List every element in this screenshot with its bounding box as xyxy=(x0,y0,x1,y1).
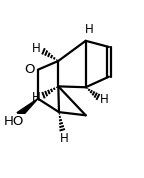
Text: H: H xyxy=(32,42,41,55)
Text: H: H xyxy=(100,93,109,106)
Text: O: O xyxy=(24,63,34,76)
Text: H: H xyxy=(60,132,68,145)
Text: H: H xyxy=(85,23,94,36)
Text: HO: HO xyxy=(4,115,24,128)
Polygon shape xyxy=(17,99,38,118)
Text: H: H xyxy=(32,91,41,104)
